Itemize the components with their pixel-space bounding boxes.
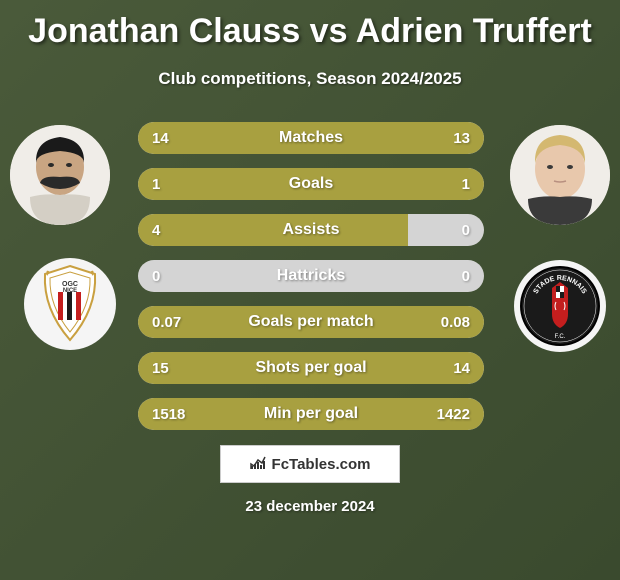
face-icon (510, 125, 610, 225)
stat-row: 14 Matches 13 (138, 122, 484, 154)
svg-text:OGC: OGC (62, 281, 78, 288)
stat-value-right: 0.08 (441, 314, 470, 331)
stat-value-left: 4 (152, 222, 160, 239)
stat-row: 4 Assists 0 (138, 214, 484, 246)
nice-badge-icon: OGC NICE (35, 264, 105, 344)
stat-value-left: 0.07 (152, 314, 181, 331)
stat-label: Goals per match (248, 313, 373, 331)
stat-label: Min per goal (264, 405, 358, 423)
page-subtitle: Club competitions, Season 2024/2025 (0, 69, 620, 89)
stat-value-right: 14 (453, 360, 470, 377)
stat-value-left: 15 (152, 360, 169, 377)
page-title: Jonathan Clauss vs Adrien Truffert (0, 0, 620, 51)
stat-label: Goals (289, 175, 333, 193)
player-right-avatar (510, 125, 610, 225)
logo-text: FcTables.com (272, 456, 371, 473)
svg-text:F.C.: F.C. (555, 334, 566, 340)
stat-label: Matches (279, 129, 343, 147)
stat-row: 0.07 Goals per match 0.08 (138, 306, 484, 338)
stat-value-left: 1 (152, 176, 160, 193)
player-left-avatar (10, 125, 110, 225)
stat-value-right: 0 (462, 222, 470, 239)
stat-value-left: 1518 (152, 406, 185, 423)
stat-value-right: 1 (462, 176, 470, 193)
stats-container: 14Matches131Goals14Assists00Hattricks00.… (138, 122, 484, 444)
fctables-logo: FcTables.com (220, 445, 400, 483)
club-right-badge: STADE RENNAIS F.C. (514, 260, 606, 352)
stat-label: Hattricks (277, 267, 345, 285)
stat-label: Shots per goal (255, 359, 366, 377)
chart-icon (250, 456, 266, 473)
stat-value-right: 0 (462, 268, 470, 285)
stat-row: 1 Goals 1 (138, 168, 484, 200)
stat-fill-left (138, 214, 408, 246)
stat-value-right: 13 (453, 130, 470, 147)
stat-row: 0 Hattricks 0 (138, 260, 484, 292)
stat-value-right: 1422 (437, 406, 470, 423)
rennes-badge-icon: STADE RENNAIS F.C. (520, 266, 600, 346)
face-icon (10, 125, 110, 225)
stat-row: 15 Shots per goal 14 (138, 352, 484, 384)
stat-value-left: 0 (152, 268, 160, 285)
stat-value-left: 14 (152, 130, 169, 147)
date-text: 23 december 2024 (245, 498, 374, 515)
club-left-badge: OGC NICE (24, 258, 116, 350)
stat-row: 1518 Min per goal 1422 (138, 398, 484, 430)
stat-label: Assists (283, 221, 340, 239)
svg-text:NICE: NICE (63, 288, 77, 294)
